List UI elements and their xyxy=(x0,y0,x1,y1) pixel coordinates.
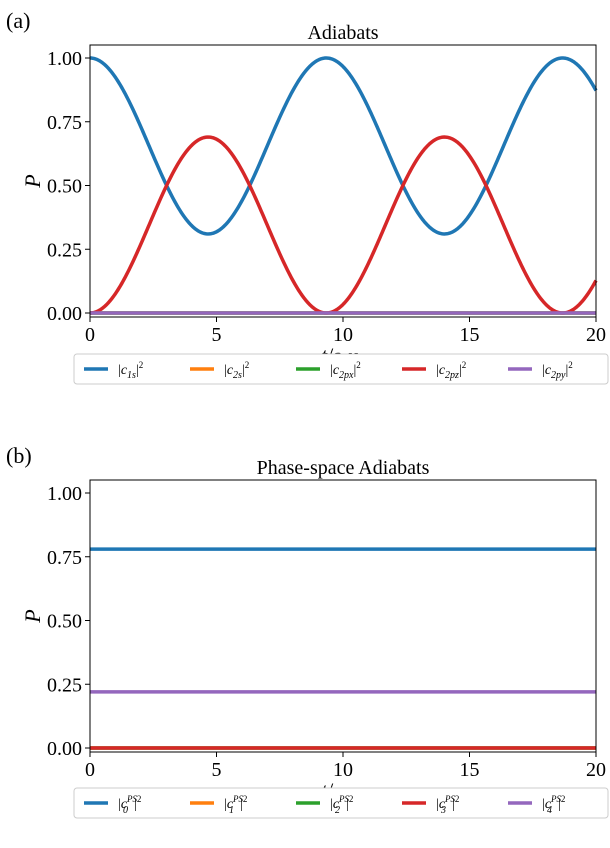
legend-coef: c xyxy=(439,797,446,812)
legend-bar: | xyxy=(436,797,439,812)
legend-power: 2 xyxy=(137,794,142,804)
legend-tail: | xyxy=(558,797,561,812)
y-tick-label: 0.75 xyxy=(47,112,82,134)
legend-sub: 4 xyxy=(547,805,552,816)
legend-power: 2 xyxy=(243,794,248,804)
legend-sup: PS xyxy=(126,794,137,804)
y-tick-label: 1.00 xyxy=(47,483,82,505)
legend-label-2pz: |c2pz|2 xyxy=(436,360,466,381)
legend-label-2px: |c2px|2 xyxy=(330,360,361,381)
legend-power: 2 xyxy=(356,360,361,370)
legend-tail: | xyxy=(353,363,356,378)
legend-tail: | xyxy=(136,363,139,378)
legend-tail: | xyxy=(565,363,568,378)
legend-sub: 0 xyxy=(123,805,128,816)
legend-tail: | xyxy=(346,797,349,812)
legend-sub: 2py xyxy=(551,370,566,381)
legend-sup: PS xyxy=(338,794,349,804)
legend-bar: | xyxy=(224,797,227,812)
legend-bar: | xyxy=(436,363,439,378)
legend-power: 2 xyxy=(462,360,467,370)
legend-tail: | xyxy=(242,363,245,378)
chart-title: Adiabats xyxy=(307,22,378,44)
legend-label-PS1: |cPS 1 |2 xyxy=(224,794,247,816)
legend-tail: | xyxy=(240,797,243,812)
legend-sup: PS xyxy=(232,794,243,804)
legend-coef: c xyxy=(227,797,234,812)
legend-bar: | xyxy=(542,363,545,378)
legend-label-PS3: |cPS 3 |2 xyxy=(436,794,459,816)
legend-label-2s: |c2s|2 xyxy=(224,360,249,381)
x-tick-label: 20 xyxy=(586,759,606,781)
legend-coef: c xyxy=(545,797,552,812)
legend-power: 2 xyxy=(561,794,566,804)
y-tick-label: 0.00 xyxy=(47,738,82,760)
y-tick-label: 1.00 xyxy=(47,48,82,70)
y-tick-label: 0.00 xyxy=(47,303,82,325)
series-line-1s xyxy=(89,56,598,236)
x-tick-label: 0 xyxy=(85,324,95,346)
x-tick-label: 15 xyxy=(460,324,480,346)
legend-sup: PS xyxy=(550,794,561,804)
chart-title: Phase-space Adiabats xyxy=(257,457,430,479)
legend-coef: c xyxy=(227,363,234,378)
legend-sub: 2pz xyxy=(445,370,459,381)
legend-coef: c xyxy=(121,363,128,378)
legend-sub: 3 xyxy=(440,805,446,816)
legend-power: 2 xyxy=(455,794,460,804)
legend-label-PS0: |cPS 0 |2 xyxy=(118,794,141,816)
legend-bar: | xyxy=(118,363,121,378)
panel-label: (b) xyxy=(6,443,32,468)
x-tick-label: 5 xyxy=(212,324,222,346)
y-axis-label: P xyxy=(20,174,45,188)
legend-tail: | xyxy=(459,363,462,378)
x-tick-label: 20 xyxy=(586,324,606,346)
legend-power: 2 xyxy=(568,360,573,370)
legend-bar: | xyxy=(118,797,121,812)
panel-0: (a) Adiabats 0 5 10 15 20 0.00 0.25 0.50 0.75 1.00 P… xyxy=(6,8,609,385)
legend-bar: | xyxy=(224,363,227,378)
x-tick-label: 0 xyxy=(85,759,95,781)
y-tick-label: 0.50 xyxy=(47,611,82,633)
legend-sub: 1s xyxy=(127,370,136,381)
y-tick-label: 0.50 xyxy=(47,176,82,198)
legend-bar: | xyxy=(330,797,333,812)
x-tick-label: 15 xyxy=(460,759,480,781)
legend-power: 2 xyxy=(349,794,354,804)
legend-sup: PS xyxy=(444,794,455,804)
legend-power: 2 xyxy=(245,360,250,370)
legend-tail: | xyxy=(134,797,137,812)
legend-box xyxy=(73,353,609,385)
legend-sub: 1 xyxy=(229,805,234,816)
plot-frame xyxy=(89,479,597,753)
panel-label: (a) xyxy=(6,8,30,33)
legend-tail: | xyxy=(452,797,455,812)
x-tick-label: 10 xyxy=(333,324,353,346)
legend-coef: c xyxy=(333,363,340,378)
legend-coef: c xyxy=(333,797,340,812)
legend-sub: 2s xyxy=(233,370,242,381)
x-tick-label: 5 xyxy=(212,759,222,781)
legend-box xyxy=(73,787,609,819)
y-tick-label: 0.25 xyxy=(47,239,82,261)
series-line-2pz xyxy=(89,135,598,315)
legend-bar: | xyxy=(330,363,333,378)
legend-coef: c xyxy=(439,363,446,378)
legend-label-PS2: |cPS 2 |2 xyxy=(330,794,353,816)
y-axis-label: P xyxy=(20,609,45,623)
legend-power: 2 xyxy=(139,360,144,370)
legend-label-PS4: |cPS 4 |2 xyxy=(542,794,565,816)
legend-label-2py: |c2py|2 xyxy=(542,360,573,381)
x-tick-label: 10 xyxy=(333,759,353,781)
y-tick-label: 0.25 xyxy=(47,674,82,696)
y-tick-label: 0.75 xyxy=(47,547,82,569)
legend-sub: 2 xyxy=(335,805,340,816)
legend-coef: c xyxy=(121,797,128,812)
legend-label-1s: |c1s|2 xyxy=(118,360,143,381)
legend-sub: 2px xyxy=(339,370,354,381)
legend-bar: | xyxy=(542,797,545,812)
legend-coef: c xyxy=(545,363,552,378)
